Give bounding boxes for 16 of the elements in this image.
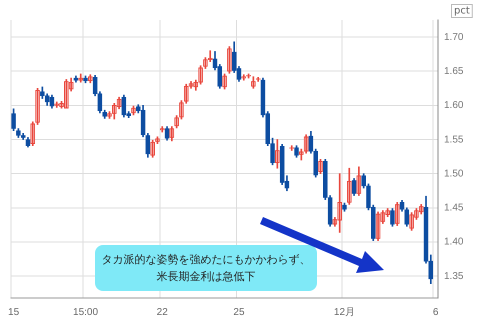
y-tick-label: 1.65 [444, 66, 464, 77]
annotation: タカ派的な姿勢を強めたにもかかわらず、米長期金利は急低下 [100, 252, 312, 285]
y-tick-label: 1.50 [444, 168, 464, 180]
y-tick-label: 1.60 [444, 100, 464, 112]
x-tick-label: 15 [8, 306, 20, 318]
y-tick-label: 1.70 [444, 32, 464, 43]
x-tick-label: 25 [233, 306, 245, 318]
x-tick-label: 12月 [334, 306, 356, 318]
x-tick-label: 15:00 [73, 306, 98, 318]
y-tick-label: 1.35 [444, 270, 464, 282]
y-tick-label: 1.45 [444, 202, 464, 214]
x-tick-label: 22 [156, 306, 168, 318]
y-tick-label: 1.40 [444, 236, 464, 248]
y-tick-label: 1.55 [444, 134, 464, 146]
y-axis-title: pct [454, 6, 470, 17]
x-tick-label: 6 [432, 306, 439, 318]
